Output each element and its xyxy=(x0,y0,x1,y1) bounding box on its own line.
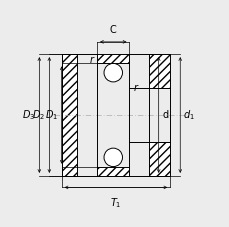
Text: r: r xyxy=(90,54,94,64)
Text: C: C xyxy=(109,25,116,35)
Text: $D_1$: $D_1$ xyxy=(44,108,57,122)
Bar xyxy=(97,167,129,176)
Bar xyxy=(149,54,169,88)
Bar xyxy=(61,54,77,176)
Circle shape xyxy=(104,63,122,82)
Text: $D_3$: $D_3$ xyxy=(22,108,35,122)
Text: $d_1$: $d_1$ xyxy=(182,108,194,122)
Circle shape xyxy=(104,148,122,167)
Text: $T_1$: $T_1$ xyxy=(109,196,121,210)
Bar xyxy=(77,54,97,176)
Text: d: d xyxy=(162,110,168,120)
Text: $D_2$: $D_2$ xyxy=(32,108,45,122)
Bar xyxy=(97,54,129,63)
Bar xyxy=(149,142,169,176)
Text: r: r xyxy=(133,83,137,93)
